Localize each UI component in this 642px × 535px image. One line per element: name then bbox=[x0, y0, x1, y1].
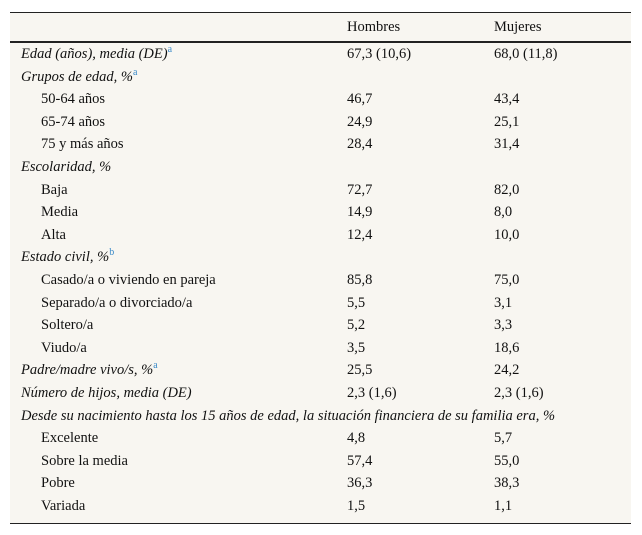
cell: 5,7 bbox=[494, 430, 513, 447]
label-text: Edad (años), media (DE) bbox=[21, 46, 168, 62]
label-text: Media bbox=[41, 204, 79, 221]
group-label: Estado civil, %b bbox=[21, 248, 114, 266]
cell: 2,3 (1,6) bbox=[494, 385, 544, 401]
cell: 4,8 bbox=[347, 430, 366, 447]
group-label: Padre/madre vivo/s, %a bbox=[21, 361, 158, 379]
cell: 24,2 bbox=[494, 362, 520, 379]
cell: 12,4 bbox=[347, 226, 373, 243]
footnote-mark: b bbox=[109, 247, 115, 259]
cell: 3,3 bbox=[494, 317, 513, 334]
cell: 8,0 bbox=[494, 204, 513, 221]
cell: 28,4 bbox=[347, 136, 373, 153]
row-label: Media bbox=[41, 203, 78, 221]
cell: 1,1 bbox=[494, 498, 513, 514]
cell: 25,1 bbox=[494, 113, 520, 130]
cell: 31,4 bbox=[494, 136, 520, 153]
label-text: Variada bbox=[41, 498, 86, 514]
cell: 18,6 bbox=[494, 339, 520, 356]
cell: 5,5 bbox=[347, 294, 366, 311]
cell: 46,7 bbox=[347, 91, 373, 108]
row-label: Separado/a o divorciado/a bbox=[41, 294, 192, 312]
label-text: Grupos de edad, % bbox=[21, 68, 133, 85]
cell: 72,7 bbox=[347, 181, 373, 198]
label-text: 65-74 años bbox=[41, 113, 106, 130]
cell: 67,3 (10,6) bbox=[347, 46, 412, 62]
column-header: Mujeres bbox=[494, 19, 542, 35]
cell: 55,0 bbox=[494, 452, 520, 469]
label-text: Desde su nacimiento hasta los 15 años de… bbox=[21, 407, 556, 424]
label-text: Viudo/a bbox=[41, 339, 87, 356]
cell: 57,4 bbox=[347, 452, 373, 469]
label-text: Estado civil, % bbox=[21, 249, 110, 266]
label-text: 75 y más años bbox=[41, 136, 124, 153]
label-text: Excelente bbox=[41, 430, 99, 447]
cell: 14,9 bbox=[347, 204, 373, 221]
group-label: Número de hijos, media (DE) bbox=[21, 384, 192, 402]
cell: 38,3 bbox=[494, 475, 520, 492]
label-text: Escolaridad, % bbox=[21, 159, 112, 175]
cell: 10,0 bbox=[494, 226, 520, 243]
label-text: Soltero/a bbox=[41, 317, 94, 334]
cell: 85,8 bbox=[347, 272, 373, 288]
group-label: Desde su nacimiento hasta los 15 años de… bbox=[21, 407, 555, 425]
label-text: Pobre bbox=[41, 475, 75, 492]
cell: 82,0 bbox=[494, 181, 520, 198]
cell: 68,0 (11,8) bbox=[494, 46, 558, 62]
cell: 43,4 bbox=[494, 91, 520, 108]
footnote-mark: a bbox=[167, 44, 173, 55]
group-label: Edad (años), media (DE)a bbox=[21, 45, 172, 63]
row-label: Soltero/a bbox=[41, 316, 93, 334]
cell: 75,0 bbox=[494, 272, 520, 288]
row-label: Viudo/a bbox=[41, 339, 87, 357]
column-header: Hombres bbox=[347, 19, 401, 35]
label-text: Número de hijos, media (DE) bbox=[21, 385, 192, 401]
label-text: Sobre la media bbox=[41, 452, 128, 469]
label-text: 50-64 años bbox=[41, 91, 106, 108]
row-label: 75 y más años bbox=[41, 135, 124, 153]
label-text: Separado/a o divorciado/a bbox=[41, 294, 193, 311]
cell: 3,1 bbox=[494, 294, 513, 311]
row-label: 50-64 años bbox=[41, 90, 105, 108]
table-panel bbox=[10, 12, 631, 524]
cell: 36,3 bbox=[347, 475, 373, 492]
row-label: Excelente bbox=[41, 429, 98, 447]
header-rule bbox=[10, 41, 631, 43]
group-label: Escolaridad, % bbox=[21, 158, 111, 176]
footnote-mark: a bbox=[132, 66, 138, 78]
label-text: Padre/madre vivo/s, % bbox=[21, 362, 154, 379]
row-label: Baja bbox=[41, 181, 68, 199]
cell: 24,9 bbox=[347, 113, 373, 130]
cell: 2,3 (1,6) bbox=[347, 385, 397, 401]
row-label: 65-74 años bbox=[41, 113, 105, 131]
cell: 25,5 bbox=[347, 362, 373, 379]
cell: 5,2 bbox=[347, 317, 366, 334]
footnote-mark: a bbox=[153, 360, 158, 372]
row-label: Pobre bbox=[41, 474, 75, 492]
cell: 1,5 bbox=[347, 498, 366, 514]
cell: 3,5 bbox=[347, 339, 366, 356]
label-text: Casado/a o viviendo en pareja bbox=[41, 272, 216, 288]
row-label: Alta bbox=[41, 226, 66, 244]
label-text: Alta bbox=[41, 226, 66, 243]
row-label: Casado/a o viviendo en pareja bbox=[41, 271, 216, 289]
row-label: Sobre la media bbox=[41, 452, 128, 470]
row-label: Variada bbox=[41, 497, 85, 515]
group-label: Grupos de edad, %a bbox=[21, 66, 138, 86]
label-text: Baja bbox=[41, 181, 68, 198]
